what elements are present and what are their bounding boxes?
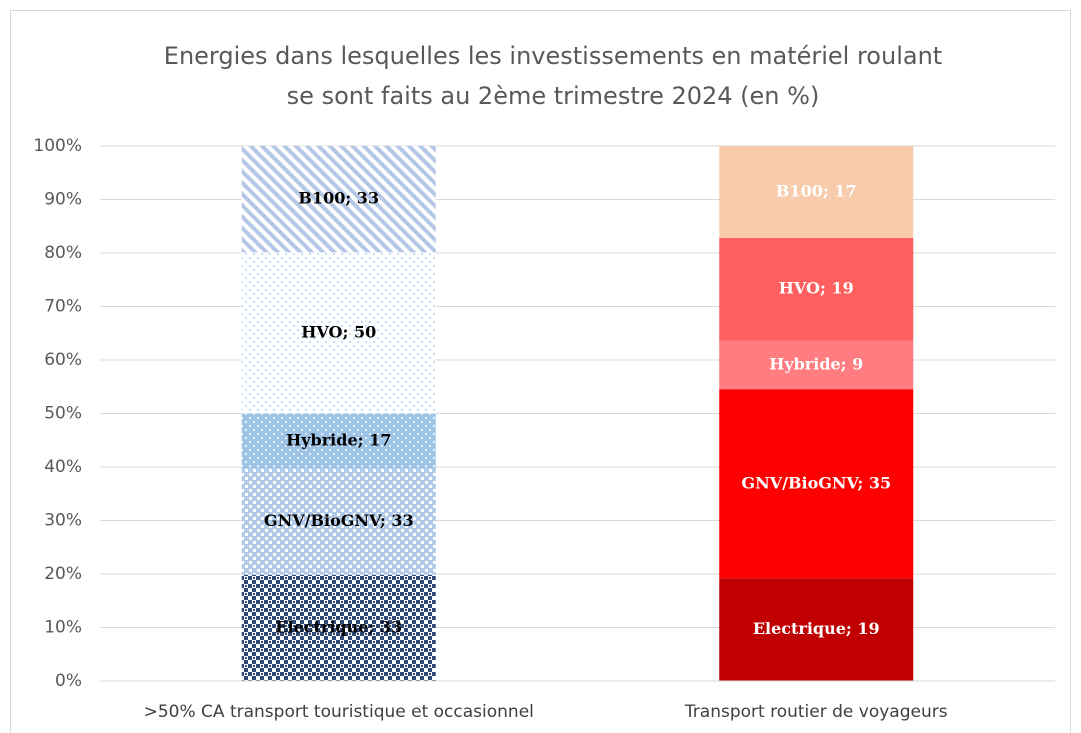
data-label: GNV/BioGNV; 35: [741, 473, 891, 492]
bar-segment: [719, 237, 914, 341]
x-tick-label: >50% CA transport touristique et occasio…: [144, 702, 534, 722]
y-tick-label: 50%: [44, 404, 82, 424]
bar-segment: [719, 146, 914, 238]
y-tick-label: 60%: [44, 350, 82, 370]
chart-title: Energies dans lesquelles les investissem…: [164, 42, 942, 70]
data-label: HVO; 50: [301, 322, 376, 341]
data-label: Electrique; 33: [275, 617, 402, 636]
bar-segment: [241, 468, 436, 575]
bar-segment: [719, 389, 914, 579]
data-label: Hybride; 9: [769, 354, 863, 373]
x-tick-label: Transport routier de voyageurs: [684, 702, 948, 722]
data-label: Hybride; 17: [286, 430, 391, 449]
bar-segment: [241, 413, 436, 469]
y-tick-label: 40%: [44, 457, 82, 477]
y-tick-label: 0%: [55, 671, 82, 691]
bar-segment: [241, 574, 436, 681]
bar-segment: [719, 578, 914, 681]
data-label: GNV/BioGNV; 33: [264, 511, 414, 530]
y-tick-label: 80%: [44, 243, 82, 263]
y-tick-label: 20%: [44, 564, 82, 584]
data-label: HVO; 19: [779, 279, 854, 298]
y-tick-label: 30%: [44, 511, 82, 531]
y-tick-label: 10%: [44, 618, 82, 638]
data-label: B100; 33: [298, 189, 379, 208]
bar-segment: [719, 340, 914, 390]
y-tick-label: 100%: [33, 136, 82, 156]
y-tick-label: 70%: [44, 297, 82, 317]
data-label: B100; 17: [776, 181, 857, 200]
chart-title: se sont faits au 2ème trimestre 2024 (en…: [287, 82, 820, 110]
y-tick-label: 90%: [44, 190, 82, 210]
bar-segment: [241, 252, 436, 414]
data-label: Electrique; 19: [753, 619, 880, 638]
bar-segment: [241, 146, 436, 253]
